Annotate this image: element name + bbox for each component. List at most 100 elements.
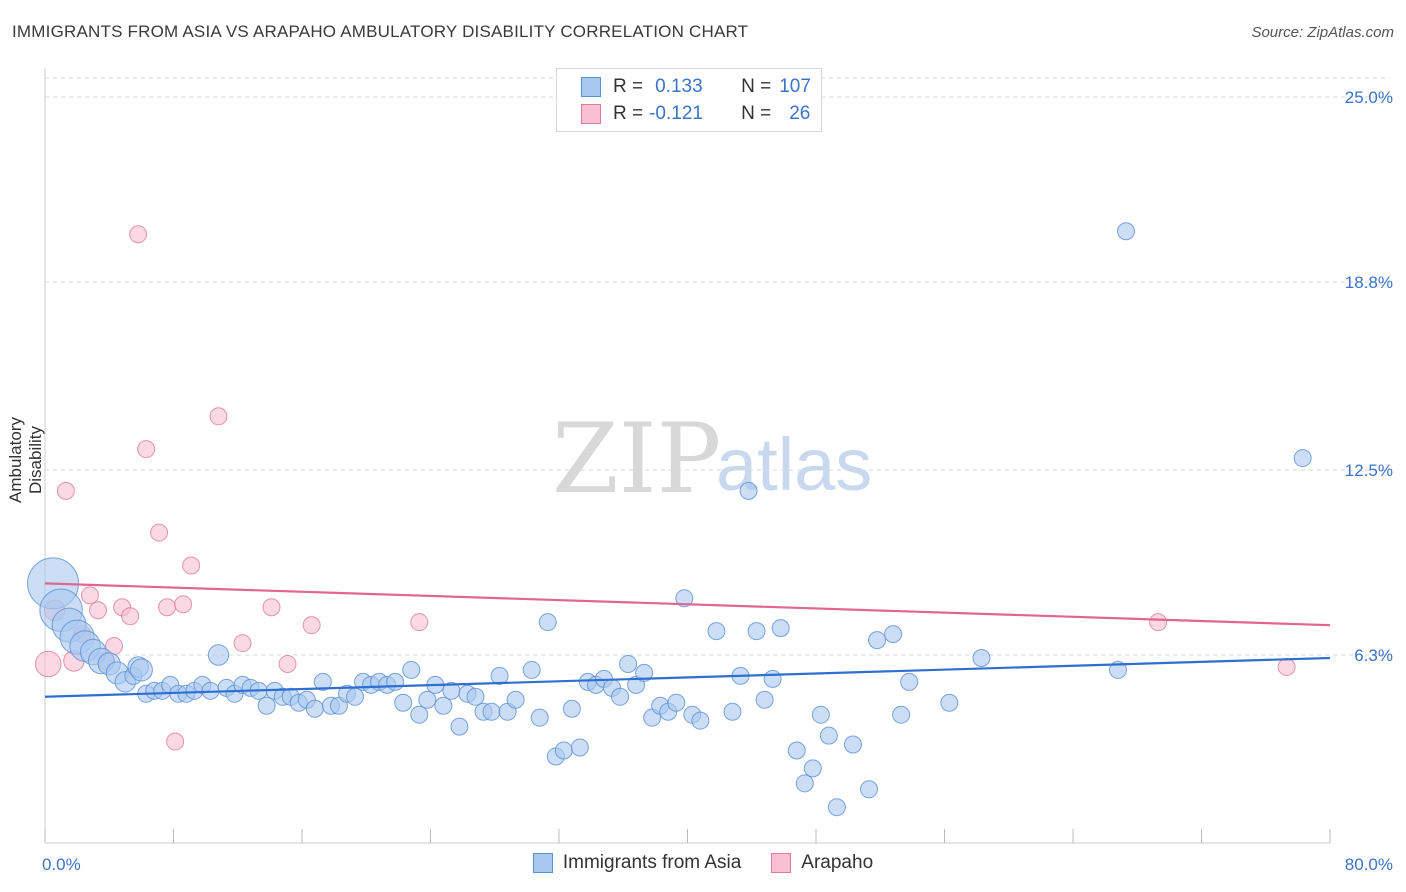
- asia-point: [723, 702, 742, 721]
- asia-point: [691, 711, 710, 730]
- legend-item-arapaho: Arapaho: [771, 852, 873, 874]
- r-value: -0.121: [649, 103, 703, 124]
- arapaho-point: [209, 407, 228, 426]
- asia-point: [386, 672, 405, 691]
- asia-point: [900, 672, 919, 691]
- asia-point: [394, 693, 413, 712]
- asia-point: [522, 660, 541, 679]
- arapaho-point: [158, 598, 177, 617]
- asia-point: [667, 693, 686, 712]
- asia-point: [860, 780, 879, 799]
- asia-point: [795, 774, 814, 793]
- legend-label-asia: Immigrants from Asia: [562, 852, 742, 873]
- stats-row-arapaho: R = -0.121 N = 26: [581, 102, 810, 126]
- asia-point: [554, 741, 573, 760]
- y-tick-label: 6.3%: [1354, 646, 1393, 665]
- arapaho-point: [121, 607, 140, 626]
- asia-point: [313, 672, 332, 691]
- asia-point: [450, 717, 469, 736]
- asia-point: [635, 663, 654, 682]
- y-tick-label: 12.5%: [1345, 461, 1393, 480]
- asia-point: [506, 690, 525, 709]
- asia-point: [771, 619, 790, 638]
- asia-point: [466, 687, 485, 706]
- asia-point: [434, 696, 453, 715]
- arapaho-point: [182, 556, 201, 575]
- asia-point: [346, 687, 365, 706]
- asia-point: [747, 622, 766, 641]
- arapaho-point: [262, 598, 281, 617]
- asia-point: [538, 613, 557, 632]
- stats-row-asia: R = 0.133 N = 107: [581, 75, 811, 99]
- arapaho-point: [233, 634, 252, 653]
- stats-legend: R = 0.133 N = 107 R = -0.121 N = 26: [556, 68, 822, 132]
- x-tick-label: 80.0%: [1345, 855, 1393, 874]
- arapaho-point: [56, 481, 75, 500]
- asia-point: [207, 644, 230, 666]
- n-label: N =: [741, 76, 772, 97]
- asia-point: [843, 735, 862, 754]
- asia-point: [1293, 449, 1312, 468]
- asia-point: [402, 660, 421, 679]
- asia-point: [490, 666, 509, 685]
- asia-point: [530, 708, 549, 727]
- asia-point: [1108, 660, 1127, 679]
- asia-legend-swatch: [532, 853, 553, 873]
- asia-point: [410, 705, 429, 724]
- asia-point: [1117, 222, 1136, 241]
- asia-point: [884, 625, 903, 644]
- arapaho-point: [34, 650, 62, 678]
- asia-point: [787, 741, 806, 760]
- r-label: R =: [613, 76, 644, 97]
- arapaho-point: [150, 523, 169, 542]
- series-legend: Immigrants from Asia Arapaho: [0, 852, 1406, 874]
- asia-point: [619, 654, 638, 673]
- y-tick-label: 18.8%: [1345, 273, 1393, 292]
- asia-point: [611, 687, 630, 706]
- n-label: N =: [741, 103, 772, 124]
- asia-swatch: [581, 77, 601, 97]
- r-label: R =: [613, 103, 644, 124]
- arapaho-point: [278, 654, 297, 673]
- asia-point: [868, 631, 887, 650]
- asia-point: [892, 705, 911, 724]
- asia-point: [739, 481, 758, 500]
- asia-trend-line: [44, 656, 1331, 698]
- asia-point: [827, 798, 846, 817]
- source-label: Source: ZipAtlas.com: [1251, 24, 1394, 41]
- asia-point: [562, 699, 581, 718]
- y-axis-label: Ambulatory Disability: [6, 417, 45, 503]
- arapaho-point: [80, 586, 99, 605]
- legend-item-asia: Immigrants from Asia: [532, 852, 742, 874]
- chart-title: IMMIGRANTS FROM ASIA VS ARAPAHO AMBULATO…: [12, 22, 749, 41]
- asia-point: [257, 696, 276, 715]
- arapaho-point: [137, 440, 156, 459]
- arapaho-trend-line: [44, 582, 1331, 627]
- n-value: 26: [789, 103, 811, 124]
- legend-label-arapaho: Arapaho: [801, 852, 874, 873]
- arapaho-point: [1277, 657, 1296, 676]
- arapaho-point: [89, 601, 108, 620]
- x-tick-label: 0.0%: [42, 855, 81, 874]
- asia-point: [129, 658, 153, 682]
- arapaho-point: [174, 595, 193, 614]
- asia-point: [811, 705, 830, 724]
- arapaho-point: [302, 616, 321, 635]
- r-value: 0.133: [655, 76, 703, 97]
- asia-point: [755, 690, 774, 709]
- asia-point: [482, 702, 501, 721]
- arapaho-point: [410, 613, 429, 632]
- asia-point: [418, 690, 437, 709]
- arapaho-legend-swatch: [771, 853, 792, 873]
- y-tick-label: 25.0%: [1345, 88, 1393, 107]
- arapaho-point: [1149, 613, 1168, 632]
- asia-point: [819, 726, 838, 745]
- asia-point: [570, 738, 589, 757]
- asia-point: [763, 669, 782, 688]
- asia-point: [803, 759, 822, 778]
- arapaho-point: [129, 225, 148, 244]
- watermark-zip: ZIP: [552, 403, 721, 515]
- asia-point: [940, 693, 959, 712]
- arapaho-point: [166, 732, 185, 751]
